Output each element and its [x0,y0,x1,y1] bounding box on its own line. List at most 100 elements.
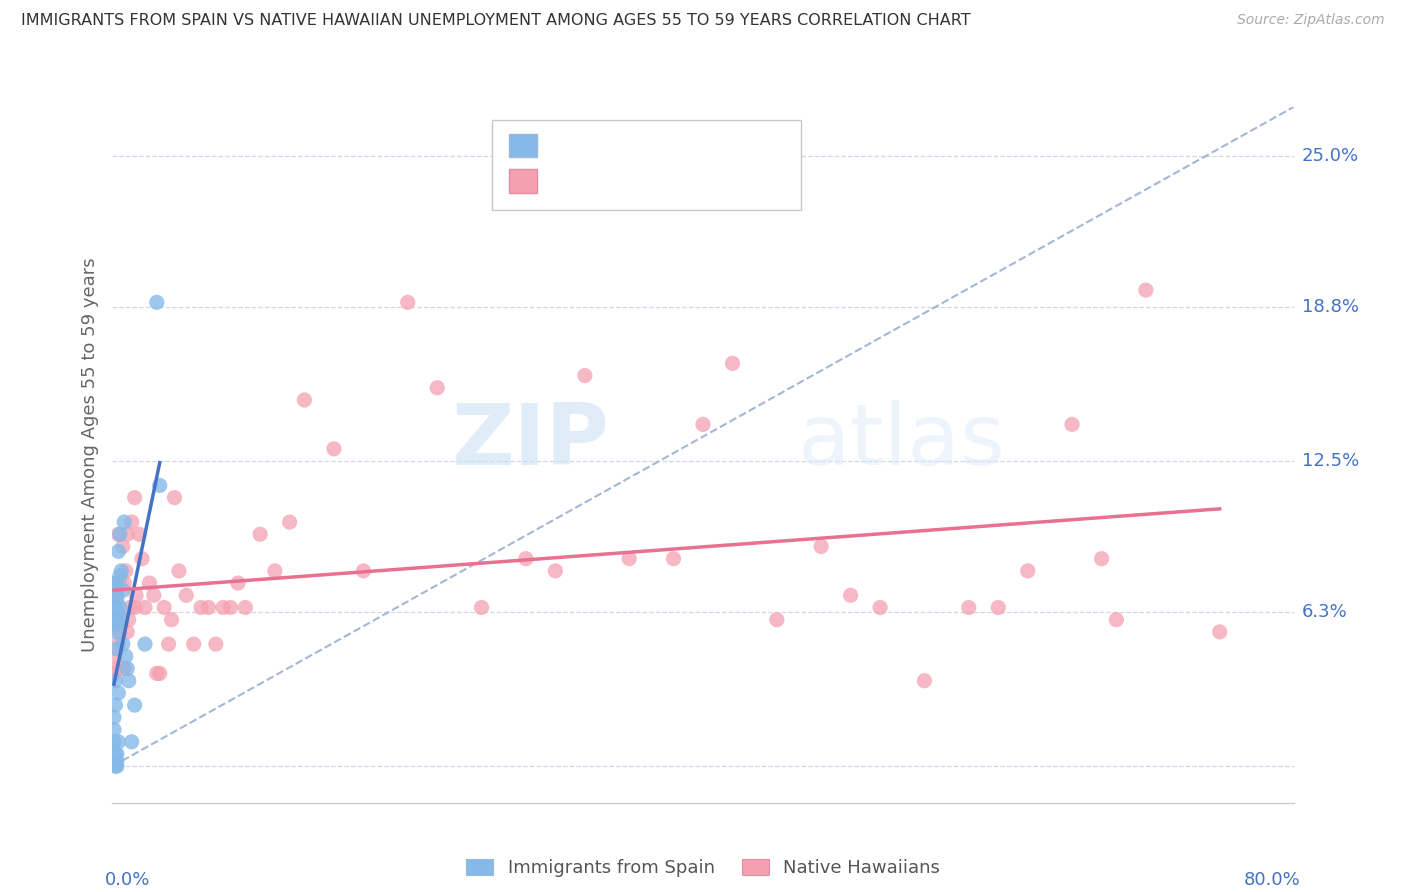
Point [174,588,197,602]
Point [118,613,141,627]
Text: 0.0%: 0.0% [105,871,150,889]
Point [197,600,219,615]
Point [104,588,127,602]
Point [149,666,172,681]
Point [108,576,131,591]
Point [1208,624,1232,639]
Point [103,710,125,724]
Point [128,527,150,541]
Text: R =: R = [551,172,591,190]
Point [124,698,146,713]
Point [515,551,537,566]
Point [1017,564,1039,578]
Point [104,698,127,713]
Text: IMMIGRANTS FROM SPAIN VS NATIVE HAWAIIAN UNEMPLOYMENT AMONG AGES 55 TO 59 YEARS : IMMIGRANTS FROM SPAIN VS NATIVE HAWAIIAN… [21,13,970,29]
Point [111,637,134,651]
Text: 80.0%: 80.0% [1244,871,1301,889]
Point [1105,613,1128,627]
Point [124,491,146,505]
Point [105,593,128,607]
Point [118,673,141,688]
Point [233,600,256,615]
Point [619,551,641,566]
Point [323,442,346,456]
Point [183,637,205,651]
Point [167,564,190,578]
Point [131,551,153,566]
Point [112,515,135,529]
Point [108,527,131,541]
Point [108,600,131,615]
Point [117,527,138,541]
Point [226,576,249,591]
Point [157,637,180,651]
Text: atlas: atlas [797,400,1005,483]
Point [110,613,132,627]
Point [105,747,128,761]
Point [766,613,789,627]
Point [107,637,129,651]
Point [219,600,242,615]
Legend: Immigrants from Spain, Native Hawaiians: Immigrants from Spain, Native Hawaiians [458,852,948,884]
Text: 25.0%: 25.0% [1302,147,1360,165]
Text: 75: 75 [685,172,707,190]
Point [103,735,125,749]
Point [121,515,143,529]
Point [146,295,169,310]
Point [105,588,128,602]
Point [117,661,138,675]
Point [839,588,862,602]
Point [107,735,129,749]
Point [121,735,143,749]
Point [352,564,374,578]
Point [153,600,176,615]
Point [105,617,128,632]
Point [110,661,132,675]
Point [146,666,169,681]
Point [396,295,419,310]
Point [544,564,567,578]
Point [104,649,127,664]
Point [810,540,832,554]
Point [104,613,127,627]
Point [138,576,160,591]
Point [1062,417,1084,432]
Point [142,588,165,602]
Point [104,588,127,602]
Point [957,600,980,615]
Point [103,666,125,681]
Point [103,754,125,768]
Point [103,613,125,627]
Point [111,540,134,554]
Point [134,600,156,615]
Point [104,673,127,688]
Point [107,527,129,541]
Point [104,759,127,773]
Point [105,661,128,675]
Point [117,624,138,639]
Point [107,686,129,700]
Point [987,600,1010,615]
Point [470,600,494,615]
Point [104,624,127,639]
Text: Source: ZipAtlas.com: Source: ZipAtlas.com [1237,13,1385,28]
Point [105,576,128,591]
Point [112,576,135,591]
Point [869,600,891,615]
Point [107,544,129,558]
Point [105,613,128,627]
Point [264,564,287,578]
Y-axis label: Unemployment Among Ages 55 to 59 years: Unemployment Among Ages 55 to 59 years [80,258,98,652]
Point [108,568,131,582]
Text: N =: N = [638,172,690,190]
Point [190,600,212,615]
Text: 18.8%: 18.8% [1302,298,1358,317]
Text: 41: 41 [685,136,707,154]
Point [104,747,127,761]
Text: 0.301: 0.301 [593,172,644,190]
Point [104,576,127,591]
Text: 6.3%: 6.3% [1302,603,1347,622]
Point [105,754,128,768]
Point [112,661,135,675]
Point [125,588,148,602]
